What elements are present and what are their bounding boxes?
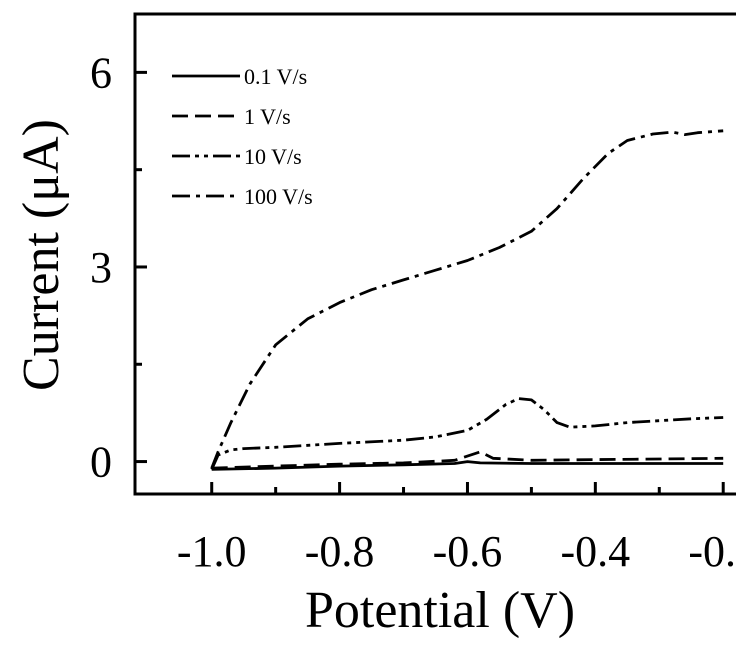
y-tick-label: 6 bbox=[90, 48, 112, 97]
plot-area bbox=[210, 129, 724, 471]
legend: 0.1 V/s 1 V/s 10 V/s 100 V/s bbox=[172, 64, 313, 209]
plot-frame bbox=[133, 12, 736, 496]
series-line bbox=[210, 129, 724, 469]
x-tick-label: -0.2 bbox=[688, 527, 736, 576]
x-tick-label: -0.8 bbox=[305, 527, 375, 576]
legend-label: 100 V/s bbox=[244, 184, 313, 209]
series-line bbox=[210, 397, 724, 470]
x-tick-label: -1.0 bbox=[177, 527, 247, 576]
series-line bbox=[211, 460, 724, 471]
y-axis-title: Current (μA) bbox=[13, 119, 70, 391]
x-tick-label: -0.4 bbox=[561, 527, 631, 576]
axes: -1.0 -0.8 -0.6 -0.4 -0.2 0 3 6 bbox=[90, 12, 736, 576]
legend-label: 10 V/s bbox=[244, 144, 302, 169]
legend-label: 1 V/s bbox=[244, 104, 291, 129]
x-axis-title: Potential (V) bbox=[305, 582, 575, 639]
y-tick-label: 3 bbox=[90, 243, 112, 292]
legend-label: 0.1 V/s bbox=[244, 64, 307, 89]
series-line bbox=[211, 450, 724, 470]
y-tick-label: 0 bbox=[90, 438, 112, 487]
x-tick-label: -0.6 bbox=[433, 527, 503, 576]
